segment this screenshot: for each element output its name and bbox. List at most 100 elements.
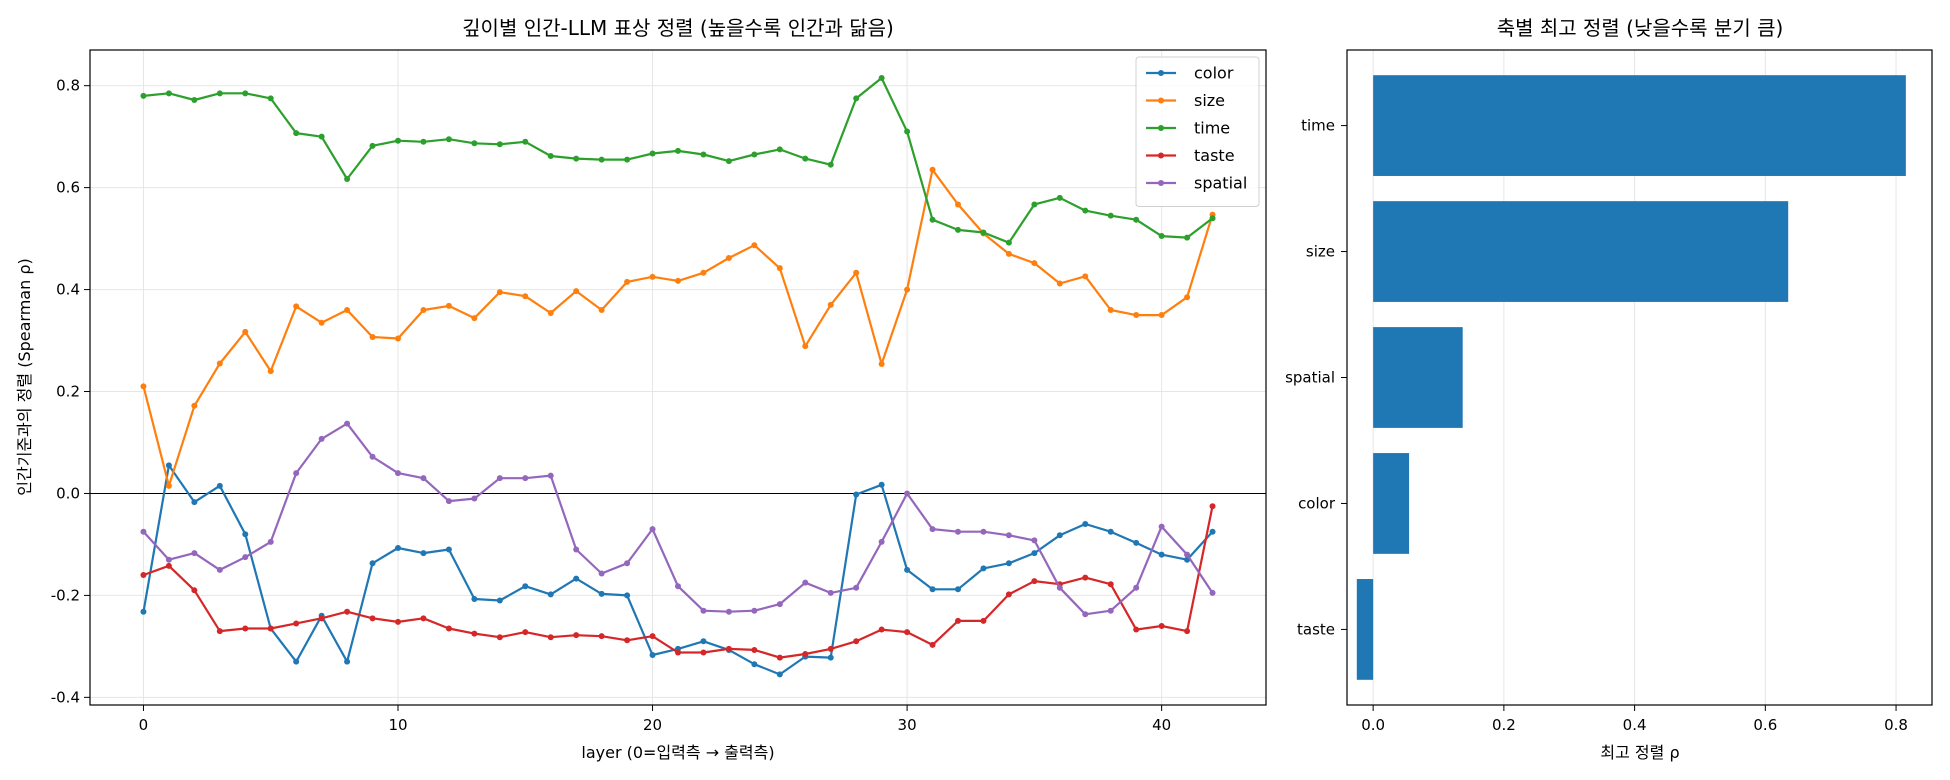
data-point-time (700, 151, 707, 158)
data-point-taste (1005, 591, 1012, 598)
data-point-taste (955, 617, 961, 624)
data-point-spatial (700, 607, 707, 614)
data-point-time (165, 90, 172, 97)
data-point-spatial (1107, 607, 1114, 614)
data-point-spatial (776, 601, 783, 608)
data-point-taste (318, 615, 325, 622)
line-chart-x-ticks: 0 10 20 30 40 (139, 705, 1171, 734)
legend-swatch-marker (1158, 152, 1164, 159)
line-chart-y-tick-label: 0.8 (56, 77, 80, 95)
data-point-size (904, 286, 911, 293)
data-point-taste (802, 651, 809, 658)
data-point-time (955, 226, 961, 233)
data-point-spatial (369, 453, 376, 460)
data-point-taste (904, 629, 911, 636)
line-chart-legend: color size time taste spatial (1135, 56, 1260, 207)
data-point-color (955, 586, 961, 593)
data-point-taste (547, 634, 554, 641)
data-point-color (598, 590, 605, 597)
bar-chart-category-label: size (1306, 243, 1335, 261)
data-point-spatial (1184, 551, 1191, 558)
data-point-taste (649, 633, 656, 640)
data-point-size (395, 335, 401, 342)
data-point-taste (369, 615, 376, 622)
data-point-taste (1107, 581, 1114, 588)
line-chart-y-tick-label: 0.2 (56, 383, 80, 401)
data-point-color (1031, 550, 1038, 557)
data-point-spatial (471, 495, 478, 502)
data-point-spatial (445, 498, 452, 505)
data-point-color (776, 671, 783, 678)
data-point-taste (267, 625, 274, 632)
bar-chart-x-tick-label: 0.0 (1361, 716, 1385, 734)
data-point-size (216, 360, 223, 367)
data-point-size (573, 288, 580, 295)
data-point-time (369, 142, 376, 149)
data-point-color (1158, 551, 1165, 558)
data-point-taste (522, 629, 529, 636)
legend-label: spatial (1194, 174, 1247, 193)
data-point-color (242, 531, 249, 538)
bar-spatial (1373, 327, 1463, 428)
data-point-taste (191, 587, 198, 594)
line-chart-x-tick-label: 40 (1152, 716, 1171, 734)
data-point-size (827, 301, 834, 308)
data-point-color (878, 481, 885, 488)
data-point-spatial (1133, 584, 1140, 591)
data-point-spatial (827, 589, 834, 596)
data-point-taste (929, 641, 936, 648)
data-point-taste (140, 572, 147, 579)
data-point-spatial (955, 528, 961, 535)
bar-time (1373, 75, 1906, 176)
data-point-color (929, 586, 936, 593)
data-point-size (140, 383, 147, 390)
line-chart-y-tick-label: -0.4 (51, 688, 80, 706)
data-point-time (725, 158, 732, 165)
data-point-time (980, 229, 987, 236)
data-point-spatial (878, 538, 885, 545)
data-point-taste (1082, 574, 1089, 581)
data-point-color (624, 592, 631, 599)
data-point-time (1158, 233, 1165, 240)
data-point-size (878, 360, 885, 367)
data-point-color (471, 595, 478, 602)
data-point-time (573, 155, 580, 162)
data-point-color (1209, 528, 1216, 535)
data-point-color (496, 597, 503, 604)
data-point-spatial (929, 526, 936, 533)
data-point-spatial (1082, 611, 1089, 618)
legend-label: size (1194, 91, 1225, 110)
series-size (140, 166, 1216, 489)
data-point-color (751, 661, 758, 668)
data-point-spatial (904, 490, 911, 497)
data-point-time (522, 138, 529, 145)
series-color (140, 462, 1216, 678)
line-chart-x-tick-label: 0 (139, 716, 149, 734)
bar-chart-x-axis-label: 최고 정렬 ρ (1600, 743, 1679, 762)
data-point-spatial (598, 570, 605, 577)
data-point-taste (496, 634, 503, 641)
data-point-spatial (1209, 589, 1216, 596)
data-point-taste (598, 633, 605, 640)
data-point-size (1158, 312, 1165, 319)
data-point-size (547, 310, 554, 317)
data-point-time (293, 130, 300, 137)
data-point-taste (420, 615, 427, 622)
series-line-color (142, 464, 1214, 676)
data-point-size (700, 269, 707, 276)
data-point-color (1005, 560, 1012, 567)
data-point-spatial (216, 566, 223, 573)
data-point-color (420, 550, 427, 557)
data-point-color (573, 575, 580, 582)
data-point-time (216, 90, 223, 97)
data-point-taste (293, 620, 300, 627)
data-point-color (700, 638, 707, 645)
data-point-time (1107, 212, 1114, 219)
data-point-spatial (624, 560, 631, 567)
data-point-size (1056, 280, 1063, 287)
data-point-size (496, 289, 503, 296)
data-point-taste (725, 645, 732, 652)
data-point-taste (216, 628, 223, 635)
data-point-taste (1031, 578, 1038, 585)
data-point-time (242, 90, 249, 97)
